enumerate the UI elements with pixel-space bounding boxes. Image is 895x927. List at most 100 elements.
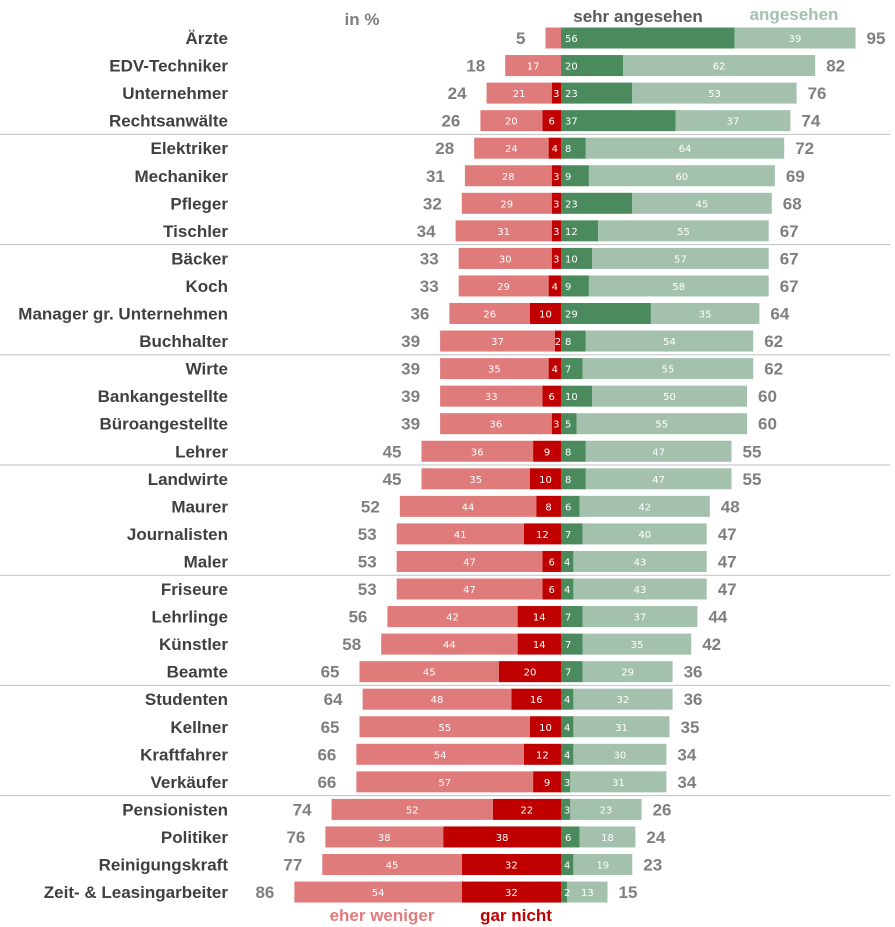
label-eher-weniger-maurer: 44 bbox=[462, 502, 475, 513]
bar-gar-nicht-verkäufer bbox=[533, 771, 561, 793]
label-gar-nicht-friseure: 6 bbox=[549, 585, 555, 596]
label-eher-weniger-studenten: 48 bbox=[431, 695, 444, 706]
bar-sehr-angesehen-buchhalter bbox=[561, 330, 586, 352]
bar-eher-weniger-kellner bbox=[359, 716, 530, 738]
row-label-wirte: Wirte bbox=[186, 360, 228, 379]
total-negative-edv-techniker: 18 bbox=[466, 57, 485, 76]
label-sehr-angesehen-friseure: 4 bbox=[564, 585, 570, 596]
bar-sehr-angesehen-koch bbox=[561, 275, 589, 297]
bar-gar-nicht-lehrer bbox=[533, 440, 561, 462]
row-labels: Ärzte EDV-Techniker Unternehmer Rechtsanwäl… bbox=[18, 29, 228, 902]
bar-eher-weniger-wirte bbox=[440, 358, 549, 380]
total-positive-beamte: 36 bbox=[684, 663, 703, 682]
total-positive-friseure: 47 bbox=[718, 580, 737, 599]
total-negative-pfleger: 32 bbox=[423, 194, 442, 213]
total-positive-pfleger: 68 bbox=[783, 194, 802, 213]
row-label-studenten: Studenten bbox=[145, 690, 228, 709]
row-label-lehrlinge: Lehrlinge bbox=[151, 608, 228, 627]
label-angesehen-bankangestellte: 50 bbox=[663, 392, 676, 403]
bar-sehr-angesehen-zeit-leasingarbeiter bbox=[561, 881, 568, 903]
row-label-tischler: Tischler bbox=[163, 222, 228, 241]
bar-sehr-angesehen-wirte bbox=[561, 358, 583, 380]
bar-sehr-angesehen-reinigungskraft bbox=[561, 854, 574, 875]
bar-angesehen-mechaniker bbox=[588, 165, 775, 187]
label-eher-weniger-pfleger: 29 bbox=[500, 199, 513, 210]
label-eher-weniger-edv-techniker: 17 bbox=[527, 62, 540, 73]
bar-eher-weniger-bäcker bbox=[458, 247, 552, 269]
row-label-maler: Maler bbox=[184, 552, 229, 571]
label-eher-weniger-kellner: 55 bbox=[438, 723, 451, 734]
total-negative-bäcker: 33 bbox=[420, 249, 439, 268]
total-negative-ärzte: 5 bbox=[516, 29, 525, 48]
label-eher-weniger-reinigungskraft: 45 bbox=[386, 861, 399, 872]
total-negative-politiker: 76 bbox=[286, 828, 305, 847]
total-negative-elektriker: 28 bbox=[435, 139, 454, 158]
total-negative-künstler: 58 bbox=[342, 635, 361, 654]
label-sehr-angesehen-edv-techniker: 20 bbox=[565, 62, 578, 73]
bar-sehr-angesehen-pensionisten bbox=[561, 798, 571, 820]
label-gar-nicht-lehrlinge: 14 bbox=[533, 613, 546, 624]
total-positive-rechtsanwälte: 74 bbox=[801, 112, 820, 131]
total-negative-kellner: 65 bbox=[321, 718, 340, 737]
bar-eher-weniger-journalisten bbox=[396, 523, 524, 545]
bar-angesehen-edv-techniker bbox=[623, 55, 816, 77]
label-sehr-angesehen-büroangestellte: 5 bbox=[565, 420, 571, 431]
total-positive-studenten: 36 bbox=[684, 690, 703, 709]
bar-angesehen-rechtsanwälte bbox=[675, 110, 791, 132]
bar-angesehen-landwirte bbox=[585, 468, 732, 490]
label-sehr-angesehen-wirte: 7 bbox=[565, 365, 571, 376]
bar-eher-weniger-pensionisten bbox=[331, 798, 493, 820]
label-sehr-angesehen-lehrlinge: 7 bbox=[565, 613, 571, 624]
bar-gar-nicht-pensionisten bbox=[492, 798, 561, 820]
row-label-maurer: Maurer bbox=[171, 497, 228, 516]
total-positive-mechaniker: 69 bbox=[786, 167, 805, 186]
bar-gar-nicht-koch bbox=[548, 275, 561, 297]
label-gar-nicht-buchhalter: 2 bbox=[555, 337, 561, 348]
label-gar-nicht-lehrer: 9 bbox=[544, 447, 550, 458]
row-label-pfleger: Pfleger bbox=[170, 194, 228, 213]
bar-eher-weniger-zeit-leasingarbeiter bbox=[294, 881, 462, 903]
row-label-bankangestellte: Bankangestellte bbox=[98, 387, 228, 406]
total-positive-künstler: 42 bbox=[702, 635, 721, 654]
label-sehr-angesehen-journalisten: 7 bbox=[565, 530, 571, 541]
total-positive-maurer: 48 bbox=[721, 497, 740, 516]
label-angesehen-studenten: 32 bbox=[617, 695, 630, 706]
total-negative-büroangestellte: 39 bbox=[401, 415, 420, 434]
label-gar-nicht-wirte: 4 bbox=[552, 365, 558, 376]
label-angesehen-kraftfahrer: 30 bbox=[614, 750, 627, 761]
total-positive-journalisten: 47 bbox=[718, 525, 737, 544]
total-positive-maler: 47 bbox=[718, 552, 737, 571]
row-label-friseure: Friseure bbox=[161, 580, 228, 599]
bar-eher-weniger-maurer bbox=[399, 495, 537, 517]
bar-gar-nicht-maurer bbox=[536, 495, 561, 517]
label-gar-nicht-journalisten: 12 bbox=[536, 530, 549, 541]
row-label-elektriker: Elektriker bbox=[151, 139, 229, 158]
bar-sehr-angesehen-elektriker bbox=[561, 137, 586, 159]
label-gar-nicht-unternehmer: 3 bbox=[553, 89, 559, 100]
bar-sehr-angesehen-beamte bbox=[561, 661, 583, 683]
total-negative-journalisten: 53 bbox=[358, 525, 377, 544]
bar-angesehen-beamte bbox=[582, 661, 673, 683]
bar-gar-nicht-friseure bbox=[542, 578, 561, 600]
label-angesehen-büroangestellte: 55 bbox=[655, 420, 668, 431]
label-angesehen-rechtsanwälte: 37 bbox=[727, 117, 740, 128]
label-eher-weniger-zeit-leasingarbeiter: 54 bbox=[372, 888, 385, 899]
bar-eher-weniger-künstler bbox=[381, 633, 518, 655]
label-sehr-angesehen-pensionisten: 3 bbox=[564, 805, 570, 816]
bar-gar-nicht-rechtsanwälte bbox=[542, 110, 561, 132]
label-gar-nicht-rechtsanwälte: 6 bbox=[549, 117, 555, 128]
row-label-zeit-leasingarbeiter: Zeit- & Leasingarbeiter bbox=[44, 883, 229, 902]
label-eher-weniger-politiker: 38 bbox=[378, 833, 391, 844]
bar-gar-nicht-reinigungskraft bbox=[461, 854, 561, 875]
row-label-edv-techniker: EDV-Techniker bbox=[109, 57, 228, 76]
label-sehr-angesehen-rechtsanwälte: 37 bbox=[565, 117, 578, 128]
label-sehr-angesehen-tischler: 12 bbox=[565, 227, 578, 238]
bar-angesehen-koch bbox=[588, 275, 769, 297]
total-positive-kraftfahrer: 34 bbox=[677, 745, 696, 764]
label-sehr-angesehen-reinigungskraft: 4 bbox=[564, 861, 570, 872]
label-angesehen-wirte: 55 bbox=[662, 365, 675, 376]
bar-sehr-angesehen-studenten bbox=[561, 688, 574, 710]
label-eher-weniger-kraftfahrer: 54 bbox=[434, 750, 447, 761]
label-angesehen-mechaniker: 60 bbox=[676, 172, 689, 183]
total-negative-maler: 53 bbox=[358, 552, 377, 571]
